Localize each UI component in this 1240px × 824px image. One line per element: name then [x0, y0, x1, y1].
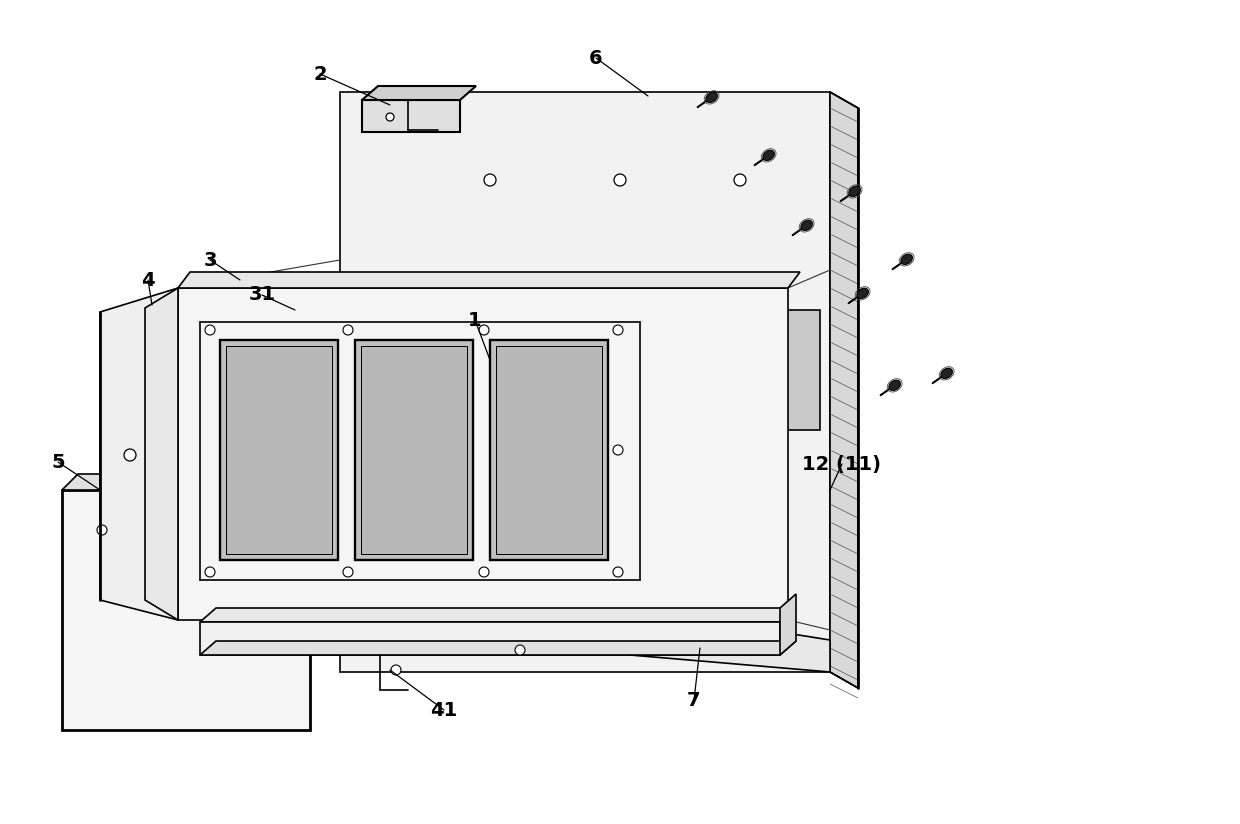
- Polygon shape: [780, 594, 796, 655]
- Text: 4: 4: [141, 270, 155, 289]
- Ellipse shape: [889, 380, 900, 391]
- Polygon shape: [355, 340, 472, 560]
- Text: 3: 3: [203, 250, 217, 269]
- Circle shape: [484, 174, 496, 186]
- Text: 5: 5: [51, 452, 64, 471]
- Text: 2: 2: [314, 64, 327, 83]
- Text: 6: 6: [589, 49, 603, 68]
- Text: 12 (11): 12 (11): [802, 455, 882, 474]
- Polygon shape: [630, 608, 830, 672]
- Polygon shape: [62, 474, 326, 490]
- Polygon shape: [145, 288, 179, 620]
- Circle shape: [343, 567, 353, 577]
- Text: 41: 41: [430, 700, 458, 719]
- Circle shape: [515, 645, 525, 655]
- Polygon shape: [361, 346, 467, 554]
- Ellipse shape: [849, 186, 861, 196]
- Circle shape: [734, 334, 746, 346]
- Ellipse shape: [763, 150, 775, 161]
- Polygon shape: [496, 346, 601, 554]
- Circle shape: [613, 445, 622, 455]
- Circle shape: [484, 334, 496, 346]
- Polygon shape: [490, 340, 608, 560]
- Ellipse shape: [857, 288, 868, 298]
- Circle shape: [97, 525, 107, 535]
- Circle shape: [479, 325, 489, 335]
- Circle shape: [205, 567, 215, 577]
- Ellipse shape: [801, 220, 812, 231]
- Ellipse shape: [706, 92, 718, 102]
- Text: 1: 1: [469, 311, 482, 330]
- Polygon shape: [830, 92, 858, 688]
- Polygon shape: [740, 310, 820, 430]
- Text: 7: 7: [687, 691, 701, 709]
- Text: 31: 31: [248, 285, 275, 305]
- Circle shape: [614, 174, 626, 186]
- Circle shape: [613, 567, 622, 577]
- Circle shape: [614, 484, 626, 496]
- Polygon shape: [200, 622, 780, 655]
- Polygon shape: [640, 290, 730, 420]
- Polygon shape: [62, 490, 310, 730]
- Polygon shape: [100, 288, 179, 620]
- Circle shape: [343, 325, 353, 335]
- Circle shape: [484, 484, 496, 496]
- Polygon shape: [340, 92, 830, 672]
- Circle shape: [205, 325, 215, 335]
- Circle shape: [734, 174, 746, 186]
- Polygon shape: [219, 340, 339, 560]
- Polygon shape: [200, 641, 796, 655]
- Polygon shape: [179, 272, 800, 288]
- Circle shape: [479, 567, 489, 577]
- Circle shape: [614, 334, 626, 346]
- Circle shape: [613, 325, 622, 335]
- Polygon shape: [362, 86, 476, 100]
- Circle shape: [124, 449, 136, 461]
- Ellipse shape: [941, 368, 952, 378]
- Circle shape: [734, 484, 746, 496]
- Polygon shape: [179, 288, 787, 620]
- Circle shape: [386, 113, 394, 121]
- Polygon shape: [200, 608, 796, 622]
- Polygon shape: [226, 346, 332, 554]
- Ellipse shape: [901, 254, 913, 265]
- Circle shape: [391, 665, 401, 675]
- Polygon shape: [362, 100, 460, 132]
